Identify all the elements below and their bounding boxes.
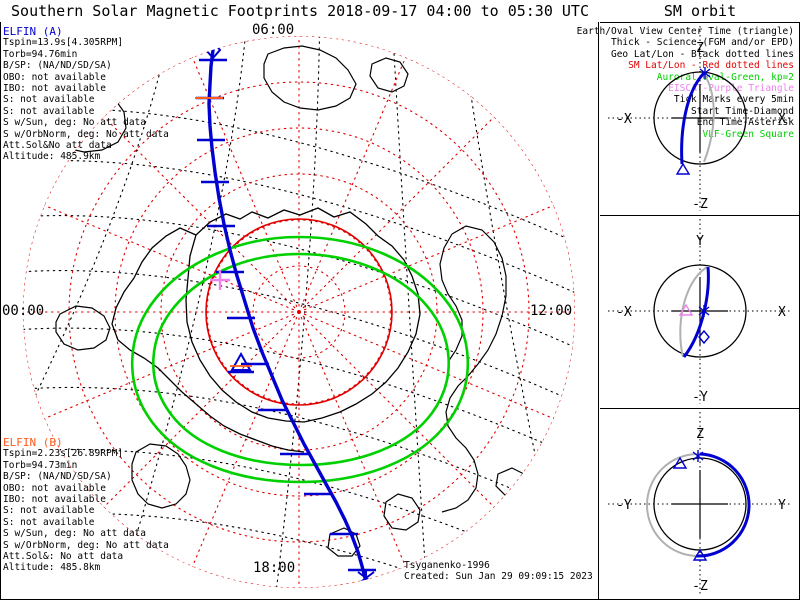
orbit-xz-label-top: Z <box>696 41 704 56</box>
orbit-yz-track <box>695 452 751 558</box>
orbit-yz-center-cross <box>672 470 728 538</box>
orbit-yz-axes <box>608 412 792 596</box>
sm-orbit-panel-yz: Z -Z -Y Y <box>600 408 800 600</box>
elfin-b-line: S w/OrbNorm, deg: No att data <box>3 539 169 551</box>
credits-block: Tsyganenko-1996 Created: Sun Jan 29 09:0… <box>404 560 593 583</box>
elfin-b-line: B/SP: (NA/ND/SD/SA) <box>3 471 112 483</box>
orbit-yz-marker-triangle-top <box>672 456 688 469</box>
legend-item: VLF-Green Square <box>702 128 794 140</box>
legend-item: Earth/Oval View Center Time (triangle) <box>576 26 794 37</box>
orbit-xy-label-left: -X <box>616 305 632 320</box>
orbit-xz-axes <box>608 26 792 211</box>
orbit-xy-start-diamond <box>698 329 710 345</box>
orbit-xz-canvas: Z -Z -X X <box>608 26 792 212</box>
southern-footprint-polar-plot: 06:00 12:00 18:00 00:00 <box>0 22 598 600</box>
sm-orbit-panel-xy: Y -Y -X X <box>600 215 800 408</box>
sm-orbit-title: SM orbit <box>663 2 737 20</box>
mlt-label-top: 06:00 <box>252 22 295 38</box>
elfin-a-line: Altitude: 485.9km <box>3 151 101 163</box>
legend-item: SM Lat/Lon - Red dotted lines <box>628 60 794 72</box>
orbit-divider-2 <box>600 408 800 409</box>
orbit-yz-start-triangle <box>692 548 708 561</box>
elfin-a-info-panel: ELFIN (A) Tspin=13.9s[4.305RPM] Torb=94.… <box>3 26 169 163</box>
elfin-b-line: S: not available <box>3 516 95 528</box>
elfin-a-line: Torb=94.76min <box>3 48 78 60</box>
sm-title-divider <box>600 22 800 23</box>
panel-divider-vertical <box>598 22 599 600</box>
orbit-yz-label-left: -Y <box>616 498 632 513</box>
orbit-xz-label-bottom: -Z <box>692 197 708 212</box>
elfin-b-line: Att.Sol&: No att data <box>3 551 124 563</box>
auroral-oval-outer <box>130 235 470 484</box>
orbit-xy-label-top: Y <box>696 234 704 249</box>
page-title: Southern Solar Magnetic Footprints 2018-… <box>11 2 589 20</box>
elfin-b-line: Altitude: 485.8km <box>3 562 101 574</box>
elfin-b-info-panel: ELFIN (B) Tspin=2.23s[26.89RPM] Torb=94.… <box>3 437 169 574</box>
orbit-yz-end-asterisk <box>692 450 704 462</box>
mlt-label-bottom: 18:00 <box>253 560 296 576</box>
elfin-b-line: S w/Sun, deg: No att data <box>3 528 146 540</box>
orbit-xz-label-left: -X <box>616 112 632 127</box>
orbit-yz-label-top: Z <box>696 427 704 442</box>
orbit-yz-label-right: Y <box>778 498 786 513</box>
elfin-footprint-track <box>207 48 367 580</box>
elfin-a-line: Tspin=13.9s[4.305RPM] <box>3 37 124 49</box>
orbit-yz-canvas: Z -Z -Y Y <box>608 412 792 596</box>
orbit-xy-canvas: Y -Y -X X <box>608 219 792 405</box>
orbit-xy-end-asterisk <box>698 305 710 317</box>
center-time-triangle <box>228 351 254 374</box>
orbit-xz-start-triangle <box>675 162 691 175</box>
legend-item: Start Time-Diamond <box>691 105 794 117</box>
elfin-a-line: S: not available <box>3 94 95 106</box>
orbit-yz-label-bottom: -Z <box>692 579 708 594</box>
legend-item: Tick Marks every 5min <box>673 94 794 106</box>
orbit-xy-label-right: X <box>778 305 786 320</box>
elfin-a-line: OBO: not available <box>3 71 106 83</box>
orbit-xy-shadow-path <box>679 266 708 358</box>
elfin-a-line: B/SP: (NA/ND/SD/SA) <box>3 60 112 72</box>
mlt-label-left: 00:00 <box>2 303 45 319</box>
elfin-a-line: Att.Sol&No att data <box>3 140 112 152</box>
elfin-b-line: IBO: not available <box>3 494 106 506</box>
elfin-b-line: OBO: not available <box>3 482 106 494</box>
orbit-xz-track <box>680 71 706 165</box>
legend-item: Geo Lat/Lon - Black dotted lines <box>610 48 794 60</box>
earth-disc-xz <box>653 71 747 165</box>
created-timestamp: Created: Sun Jan 29 09:09:15 2023 <box>404 571 593 583</box>
auroral-oval-inner <box>152 252 450 467</box>
elfin-a-line: IBO: not available <box>3 83 106 95</box>
polar-plot-canvas <box>23 36 575 588</box>
earth-disc-xy <box>653 264 747 358</box>
elfin-b-line: Tspin=2.23s[26.89RPM] <box>3 448 124 460</box>
orbit-xy-eiscat-triangle <box>678 303 694 316</box>
legend-item: EISCAT-Purple Triangle <box>668 83 794 95</box>
elfin-b-line: S: not available <box>3 505 95 517</box>
mlt-label-right: 12:00 <box>530 303 573 319</box>
sm-orbit-panel-xz: Z -Z -X X <box>600 22 800 215</box>
orbit-xy-label-bottom: -Y <box>692 390 708 405</box>
legend-item: Thick - Science (FGM and/or EPD) <box>610 37 794 49</box>
track-tick-marks <box>196 58 376 572</box>
orbit-xy-axes <box>608 219 792 404</box>
frame-left <box>0 22 1 600</box>
coastline-antarctica <box>111 207 421 453</box>
orbit-xz-center-cross <box>672 84 728 152</box>
elfin-a-line: S w/Sun, deg: No att data <box>3 117 146 129</box>
orbit-xz-shadow-path <box>703 73 715 163</box>
elfin-b-line: Torb=94.73min <box>3 459 78 471</box>
eiscat-purple-marker <box>210 270 230 290</box>
model-name: Tsyganenko-1996 <box>404 560 490 571</box>
elfin-a-title: ELFIN (A) <box>3 25 63 38</box>
orbit-xz-label-right: X <box>778 112 786 127</box>
orbit-xz-end-asterisk <box>699 67 711 79</box>
elfin-a-line: S: not available <box>3 105 95 117</box>
elfin-b-title: ELFIN (B) <box>3 436 63 449</box>
elfin-a-line: S w/OrbNorm, deg: No att data <box>3 128 169 140</box>
legend-item: Auroral Oval-Green, kp=2 <box>656 71 794 83</box>
orbit-divider-1 <box>600 215 800 216</box>
sm-inner-ring <box>205 218 393 406</box>
